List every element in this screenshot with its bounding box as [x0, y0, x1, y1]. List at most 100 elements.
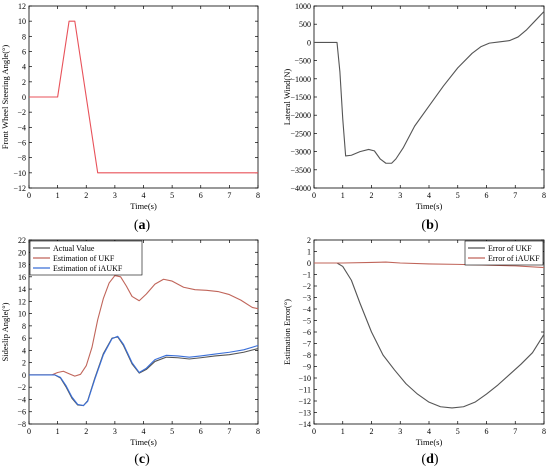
x-tick-label: 2	[84, 427, 88, 436]
y-axis-label: Sideslip Angle(°)	[0, 302, 10, 361]
y-tick-label: 14	[18, 285, 26, 294]
y-tick-label: −2	[302, 282, 311, 291]
y-tick-label: 1000	[295, 2, 311, 11]
y-tick-label: −7	[302, 340, 311, 349]
x-tick-label: 5	[456, 191, 460, 200]
x-tick-label: 8	[542, 191, 546, 200]
x-tick-label: 3	[398, 427, 402, 436]
x-tick-label: 5	[170, 427, 174, 436]
y-tick-label: −2	[17, 383, 26, 392]
x-tick-label: 0	[27, 191, 31, 200]
series-line-error-of-ukf	[314, 262, 545, 409]
series-line-error-of-iaukf	[314, 261, 545, 269]
chart-panel-b: 0 1 2 3 4 5 6 7 8 −4000 −3500 −3000 −2500 −2000 −1500 −…	[282, 2, 546, 233]
y-tick-label: −6	[17, 408, 26, 417]
y-tick-label: 18	[18, 261, 26, 270]
x-tick-label: 1	[341, 427, 345, 436]
y-axis-label: Front Wheel Steering Angle(°)	[0, 45, 10, 150]
y-tick-label: 12	[18, 2, 26, 11]
y-tick-label: −9	[302, 363, 311, 372]
x-tick-label: 5	[456, 427, 460, 436]
x-tick-label: 3	[113, 191, 117, 200]
y-tick-label: 22	[18, 236, 26, 245]
y-tick-label: 0	[307, 38, 311, 47]
y-tick-label: −5	[302, 317, 311, 326]
x-tick-label: 8	[256, 191, 260, 200]
legend-entry: Error of UKF	[488, 244, 532, 253]
y-tick-label: −2000	[290, 111, 311, 120]
x-tick-label: 8	[256, 427, 260, 436]
y-tick-label: −4	[302, 305, 311, 314]
x-tick-label: 0	[27, 427, 31, 436]
x-tick-label: 6	[199, 191, 203, 200]
y-tick-label: 2	[307, 236, 311, 245]
y-tick-label: 8	[22, 32, 26, 41]
y-tick-label: −1500	[290, 93, 311, 102]
legend-box	[464, 240, 544, 266]
y-tick-label: 2	[22, 78, 26, 87]
x-tick-label: 7	[227, 191, 231, 200]
y-tick-label: −2500	[290, 129, 311, 138]
y-tick-label: 10	[18, 310, 26, 319]
y-tick-label: −3500	[290, 166, 311, 175]
x-tick-label: 4	[142, 427, 146, 436]
legend-entry: Error of iAUKF	[488, 254, 540, 263]
y-axis-label: Estimation Error(°)	[282, 299, 292, 365]
x-axis-label: Time(s)	[416, 437, 443, 447]
y-tick-label: 10	[18, 17, 26, 26]
y-tick-label: 4	[22, 346, 26, 355]
y-tick-label: −3000	[290, 148, 311, 157]
y-tick-label: −4	[17, 395, 26, 404]
x-tick-label: 4	[427, 427, 431, 436]
y-tick-label: 20	[18, 248, 26, 257]
x-tick-label: 3	[398, 191, 402, 200]
y-tick-label: −6	[17, 139, 26, 148]
y-tick-label: −6	[302, 328, 311, 337]
x-tick-label: 2	[84, 191, 88, 200]
y-tick-label: −14	[298, 420, 311, 429]
y-tick-label: 8	[22, 322, 26, 331]
y-tick-label: −3	[302, 294, 311, 303]
x-tick-label: 6	[199, 427, 203, 436]
y-tick-label: −1	[302, 271, 311, 280]
x-tick-label: 7	[513, 191, 517, 200]
y-tick-label: −12	[13, 184, 26, 193]
series-line-line-0	[314, 11, 545, 164]
x-tick-label: 7	[227, 427, 231, 436]
chart-panel-d: 0 1 2 3 4 5 6 7 8−14−13−12−11−10−9−8−7−6−5−4−3−2…	[282, 236, 546, 467]
x-tick-label: 2	[370, 427, 374, 436]
chart-panel-c: 0 1 2 3 4 5 6 7 8−8−6−4−20246810121416182022Time…	[0, 236, 260, 467]
x-tick-label: 6	[485, 427, 489, 436]
y-tick-label: 0	[22, 371, 26, 380]
series-line-line-0	[29, 20, 258, 174]
y-tick-label: −8	[17, 420, 26, 429]
chart-panel-a: 0 1 2 3 4 5 6 7 8−12−10−8−6−4−2024681012Time(s)F…	[0, 2, 260, 233]
x-tick-label: 1	[56, 427, 60, 436]
x-axis-label: Time(s)	[130, 201, 157, 211]
y-tick-label: 6	[22, 334, 26, 343]
x-tick-label: 2	[370, 191, 374, 200]
plot-frame	[313, 5, 545, 189]
x-tick-label: 1	[56, 191, 60, 200]
x-axis-label: Time(s)	[416, 201, 443, 211]
series-line-estimation-of-iaukf	[29, 335, 259, 407]
y-tick-label: 12	[18, 297, 26, 306]
y-tick-label: −1000	[290, 75, 311, 84]
legend-entry: Estimation of iAUKF	[53, 264, 123, 273]
y-tick-label: 2	[22, 359, 26, 368]
y-tick-label: 4	[22, 63, 26, 72]
x-tick-label: 7	[513, 427, 517, 436]
x-tick-label: 8	[542, 427, 546, 436]
x-tick-label: 4	[427, 191, 431, 200]
y-tick-label: −10	[298, 374, 311, 383]
x-axis-label: Time(s)	[130, 437, 157, 447]
y-tick-label: 0	[307, 259, 311, 268]
y-tick-label: 16	[18, 273, 26, 282]
plot-frame	[28, 5, 259, 189]
y-tick-label: 500	[299, 20, 311, 29]
x-tick-label: 6	[485, 191, 489, 200]
y-tick-label: −13	[298, 409, 311, 418]
x-tick-label: 4	[142, 191, 146, 200]
